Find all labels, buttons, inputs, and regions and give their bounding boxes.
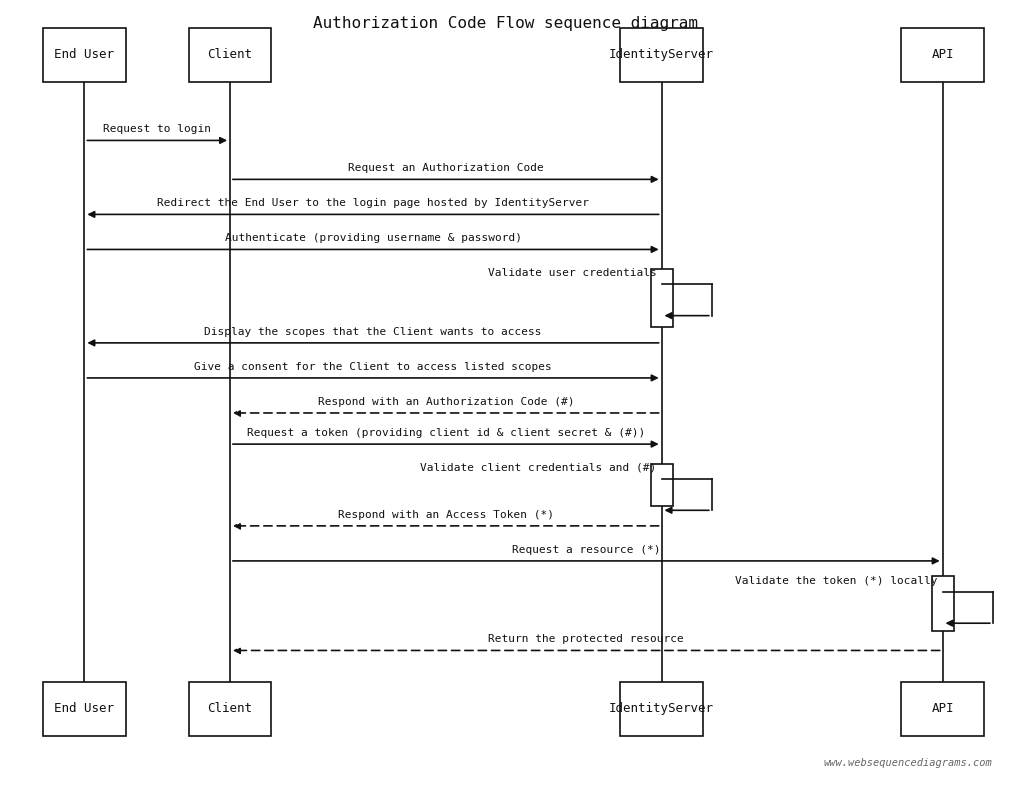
Text: Validate user credentials: Validate user credentials: [487, 268, 656, 279]
Text: Client: Client: [207, 48, 252, 61]
Text: Give a consent for the Client to access listed scopes: Give a consent for the Client to access …: [194, 362, 551, 371]
Text: End User: End User: [55, 702, 114, 715]
FancyBboxPatch shape: [620, 682, 702, 736]
Text: API: API: [930, 702, 953, 715]
FancyBboxPatch shape: [650, 269, 672, 327]
Text: Request an Authorization Code: Request an Authorization Code: [348, 163, 543, 173]
Text: Redirect the End User to the login page hosted by IdentityServer: Redirect the End User to the login page …: [157, 198, 588, 209]
Text: Validate client credentials and (#): Validate client credentials and (#): [420, 463, 656, 473]
Text: Request a token (providing client id & client secret & (#)): Request a token (providing client id & c…: [247, 428, 644, 438]
FancyBboxPatch shape: [43, 682, 125, 736]
Text: Return the protected resource: Return the protected resource: [488, 634, 683, 645]
FancyBboxPatch shape: [901, 28, 983, 82]
Text: Display the scopes that the Client wants to access: Display the scopes that the Client wants…: [204, 327, 541, 337]
FancyBboxPatch shape: [931, 577, 952, 631]
FancyBboxPatch shape: [650, 464, 672, 506]
FancyBboxPatch shape: [189, 682, 271, 736]
FancyBboxPatch shape: [43, 28, 125, 82]
Text: Authorization Code Flow sequence diagram: Authorization Code Flow sequence diagram: [313, 16, 698, 31]
Text: Request a resource (*): Request a resource (*): [512, 545, 660, 555]
Text: Respond with an Authorization Code (#): Respond with an Authorization Code (#): [317, 397, 573, 407]
FancyBboxPatch shape: [901, 682, 983, 736]
Text: Client: Client: [207, 702, 252, 715]
Text: Validate the token (*) locally: Validate the token (*) locally: [734, 576, 936, 586]
Text: End User: End User: [55, 48, 114, 61]
FancyBboxPatch shape: [189, 28, 271, 82]
Text: API: API: [930, 48, 953, 61]
Text: IdentityServer: IdentityServer: [609, 702, 714, 715]
FancyBboxPatch shape: [620, 28, 702, 82]
Text: IdentityServer: IdentityServer: [609, 48, 714, 61]
Text: Authenticate (providing username & password): Authenticate (providing username & passw…: [224, 233, 521, 243]
Text: Request to login: Request to login: [103, 124, 211, 135]
Text: www.websequencediagrams.com: www.websequencediagrams.com: [823, 759, 992, 768]
Text: Respond with an Access Token (*): Respond with an Access Token (*): [338, 510, 553, 519]
